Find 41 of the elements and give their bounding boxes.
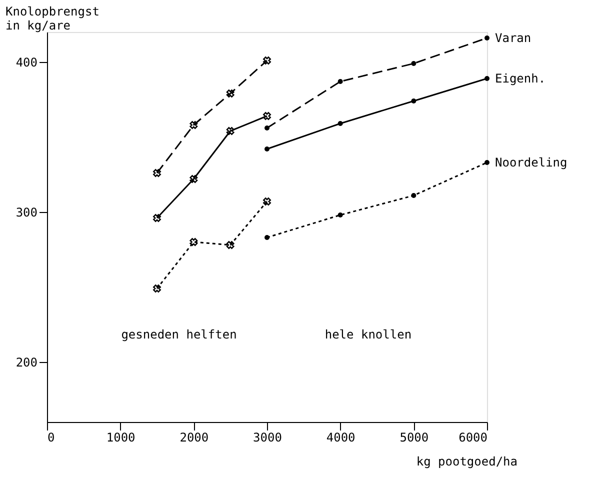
point [484, 36, 490, 40]
x-tick-label: 2000 [180, 430, 209, 444]
x-tick-label: 4000 [326, 430, 356, 444]
point [153, 284, 161, 292]
x-tick-label: 6000 [458, 430, 488, 444]
series-label: Noordeling [495, 156, 568, 170]
point [484, 160, 490, 165]
y-axis-title: Knolopbrengst in kg/are [6, 4, 100, 32]
point [338, 79, 343, 84]
point [264, 126, 270, 130]
y-tick-label: 300 [16, 206, 38, 220]
point [338, 121, 343, 126]
point [263, 198, 271, 206]
point [263, 112, 271, 120]
point [411, 61, 416, 66]
point [338, 212, 343, 218]
series-label: Eigenh. [495, 72, 546, 86]
point [153, 214, 161, 222]
point [153, 169, 161, 177]
x-tick-label: 1000 [106, 430, 136, 444]
x-tick-label: 3000 [253, 430, 282, 444]
point [263, 56, 271, 64]
x-tick-label: 0 [48, 430, 55, 444]
point [226, 241, 234, 249]
point [190, 238, 198, 246]
point [411, 193, 416, 198]
point [484, 76, 490, 81]
point [190, 175, 198, 183]
point [190, 121, 198, 129]
point [411, 98, 416, 104]
y-tick-label: 400 [16, 56, 38, 70]
y-tick-label: 200 [16, 356, 38, 370]
annotation: hele knollen [324, 327, 412, 342]
point [226, 90, 234, 98]
point [264, 146, 270, 152]
x-axis-title: kg pootgoed/ha [416, 454, 518, 468]
point [264, 235, 270, 240]
annotation: gesneden helften [121, 327, 237, 342]
series-label: Varan [495, 31, 532, 45]
x-tick-label: 5000 [400, 430, 429, 444]
point [226, 127, 234, 135]
